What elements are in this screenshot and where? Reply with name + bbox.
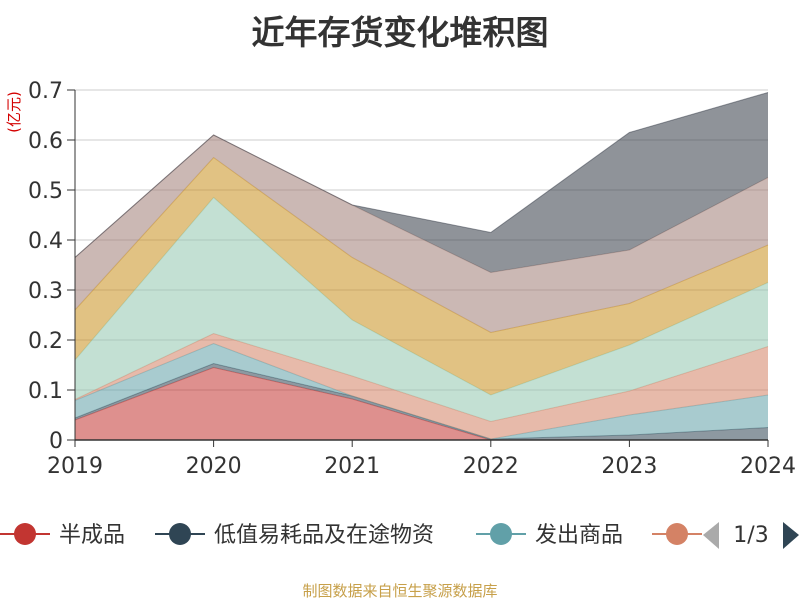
legend-label: 发出商品	[535, 523, 623, 548]
area-series-8	[75, 92, 768, 273]
area-series-1	[75, 367, 768, 440]
x-tick-label: 2020	[186, 454, 242, 479]
legend-pager: 1/3	[703, 522, 799, 549]
y-tick-label: 0.1	[28, 379, 63, 404]
area-series-5	[75, 197, 768, 422]
y-tick-label: 0.5	[28, 179, 63, 204]
legend-next-icon[interactable]	[783, 522, 799, 549]
x-tick-label: 2019	[47, 454, 103, 479]
y-tick-label: 0	[49, 429, 63, 454]
series-line-8	[74, 92, 769, 258]
x-tick-label: 2021	[324, 454, 380, 479]
legend-marker-icon	[14, 523, 36, 545]
legend-item[interactable]: 半成品	[0, 523, 125, 548]
y-tick-label: 0.3	[28, 279, 63, 304]
tick-labels: 0 0.1 0.2 0.3 0.4 0.5 0.6 0.7 2019 2020 2021 2022 20…	[28, 79, 796, 479]
legend-item[interactable]	[652, 523, 702, 545]
y-axis-unit: (亿元)	[5, 91, 23, 133]
legend-label: 低值易耗品及在途物资	[214, 523, 434, 548]
area-series	[74, 92, 769, 441]
legend-label: 半成品	[59, 523, 125, 548]
area-series-3	[75, 343, 768, 439]
legend-item[interactable]: 发出商品	[476, 523, 623, 548]
legend-page-indicator: 1/3	[733, 523, 768, 548]
legend-marker-icon	[666, 523, 688, 545]
legend-marker-icon	[169, 523, 191, 545]
x-tick-label: 2023	[601, 454, 657, 479]
legend-marker-icon	[490, 523, 512, 545]
data-source-note: 制图数据来自恒生聚源数据库	[302, 582, 498, 600]
x-tick-label: 2024	[740, 454, 796, 479]
chart-title: 近年存货变化堆积图	[251, 13, 549, 52]
y-tick-label: 0.7	[28, 79, 63, 104]
legend-prev-icon[interactable]	[703, 522, 719, 549]
y-tick-label: 0.6	[28, 129, 63, 154]
area-series-2	[75, 363, 768, 440]
x-tick-label: 2022	[463, 454, 519, 479]
area-series-6	[75, 157, 768, 395]
y-tick-label: 0.2	[28, 329, 63, 354]
axes	[67, 89, 769, 447]
legend[interactable]: 半成品 低值易耗品及在途物资 发出商品	[0, 523, 702, 548]
legend-item[interactable]: 低值易耗品及在途物资	[155, 523, 434, 548]
y-tick-label: 0.4	[28, 229, 63, 254]
area-series-4	[75, 333, 768, 439]
area-series-7	[75, 135, 768, 333]
